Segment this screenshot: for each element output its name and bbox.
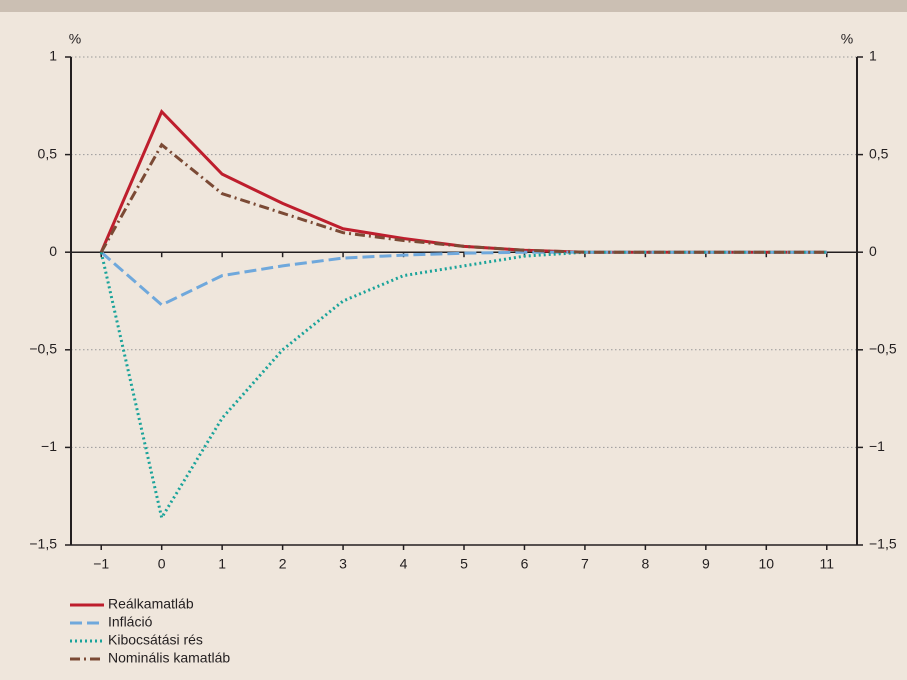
series-line	[100, 250, 827, 307]
y-tick-label: −0,5	[29, 341, 57, 357]
x-tick-label: 10	[759, 556, 775, 572]
y-tick-label: −1,5	[29, 536, 57, 552]
y-tick-label: 1	[49, 48, 57, 64]
y2-unit: %	[841, 31, 853, 47]
y2-tick-label: 0	[869, 243, 877, 259]
x-tick-label: 11	[819, 556, 834, 572]
y-unit: %	[69, 31, 81, 47]
legend-label: Reálkamatláb	[108, 596, 194, 612]
legend-label: Kibocsátási rés	[108, 632, 203, 648]
y-tick-label: 0	[49, 243, 57, 259]
legend-label: Infláció	[108, 614, 153, 630]
series-line	[99, 250, 827, 522]
x-tick-label: 6	[521, 556, 529, 572]
x-tick-label: 3	[339, 556, 347, 572]
y2-tick-label: 0,5	[869, 145, 889, 161]
series-line	[99, 142, 827, 254]
x-tick-label: 2	[279, 556, 287, 572]
y2-tick-label: −0,5	[869, 341, 897, 357]
top-band	[0, 0, 907, 12]
x-tick-label: −1	[93, 556, 109, 572]
x-tick-label: 8	[641, 556, 649, 572]
y-tick-label: −1	[41, 438, 57, 454]
y2-tick-label: −1,5	[869, 536, 897, 552]
y2-tick-label: −1	[869, 438, 885, 454]
x-tick-label: 5	[460, 556, 468, 572]
y-tick-label: 0,5	[38, 145, 58, 161]
series-line	[99, 108, 827, 254]
x-tick-label: 9	[702, 556, 710, 572]
legend-label: Nominális kamatláb	[108, 650, 230, 666]
x-tick-label: 4	[400, 556, 408, 572]
x-tick-label: 7	[581, 556, 589, 572]
y2-tick-label: 1	[869, 48, 877, 64]
x-tick-label: 1	[218, 556, 226, 572]
x-tick-label: 0	[158, 556, 166, 572]
